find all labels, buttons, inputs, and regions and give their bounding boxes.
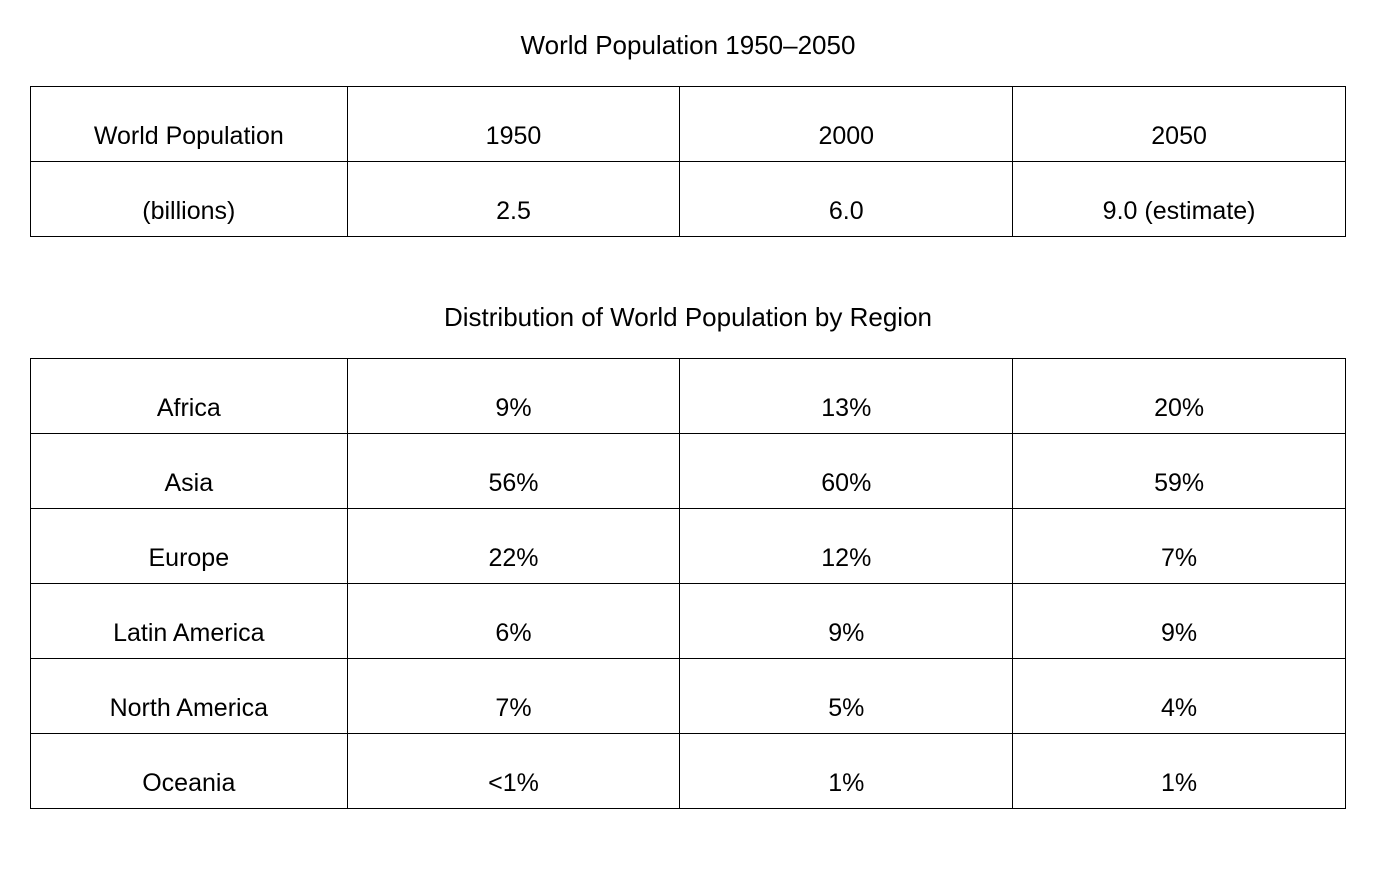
table-row: North America 7% 5% 4% <box>31 659 1346 734</box>
data-cell: 56% <box>347 434 680 509</box>
data-cell: 9.0 (estimate) <box>1013 162 1346 237</box>
data-cell: 1% <box>1013 734 1346 809</box>
table2-title: Distribution of World Population by Regi… <box>30 302 1346 333</box>
row-label-cell: Africa <box>31 359 348 434</box>
table-row: Latin America 6% 9% 9% <box>31 584 1346 659</box>
data-cell: 1% <box>680 734 1013 809</box>
data-cell: 59% <box>1013 434 1346 509</box>
table1-title: World Population 1950–2050 <box>30 30 1346 61</box>
header-cell: 2000 <box>680 87 1013 162</box>
header-cell: 2050 <box>1013 87 1346 162</box>
data-cell: 4% <box>1013 659 1346 734</box>
distribution-table: Africa 9% 13% 20% Asia 56% 60% 59% Europ… <box>30 358 1346 809</box>
header-cell: World Population <box>31 87 348 162</box>
population-table: World Population 1950 2000 2050 (billion… <box>30 86 1346 237</box>
row-label-cell: Oceania <box>31 734 348 809</box>
data-cell: 9% <box>347 359 680 434</box>
table-row: Africa 9% 13% 20% <box>31 359 1346 434</box>
header-cell: 1950 <box>347 87 680 162</box>
data-cell: 60% <box>680 434 1013 509</box>
data-cell: 5% <box>680 659 1013 734</box>
data-cell: 13% <box>680 359 1013 434</box>
data-cell: 12% <box>680 509 1013 584</box>
table-row: Oceania <1% 1% 1% <box>31 734 1346 809</box>
data-cell: 7% <box>347 659 680 734</box>
table-row: World Population 1950 2000 2050 <box>31 87 1346 162</box>
table-row: Asia 56% 60% 59% <box>31 434 1346 509</box>
data-cell: <1% <box>347 734 680 809</box>
row-label-cell: Europe <box>31 509 348 584</box>
data-cell: 6.0 <box>680 162 1013 237</box>
data-cell: 6% <box>347 584 680 659</box>
data-cell: 2.5 <box>347 162 680 237</box>
data-cell: 20% <box>1013 359 1346 434</box>
row-label-cell: Latin America <box>31 584 348 659</box>
row-label-cell: (billions) <box>31 162 348 237</box>
row-label-cell: Asia <box>31 434 348 509</box>
table-row: (billions) 2.5 6.0 9.0 (estimate) <box>31 162 1346 237</box>
table-row: Europe 22% 12% 7% <box>31 509 1346 584</box>
data-cell: 22% <box>347 509 680 584</box>
row-label-cell: North America <box>31 659 348 734</box>
data-cell: 9% <box>1013 584 1346 659</box>
data-cell: 9% <box>680 584 1013 659</box>
data-cell: 7% <box>1013 509 1346 584</box>
